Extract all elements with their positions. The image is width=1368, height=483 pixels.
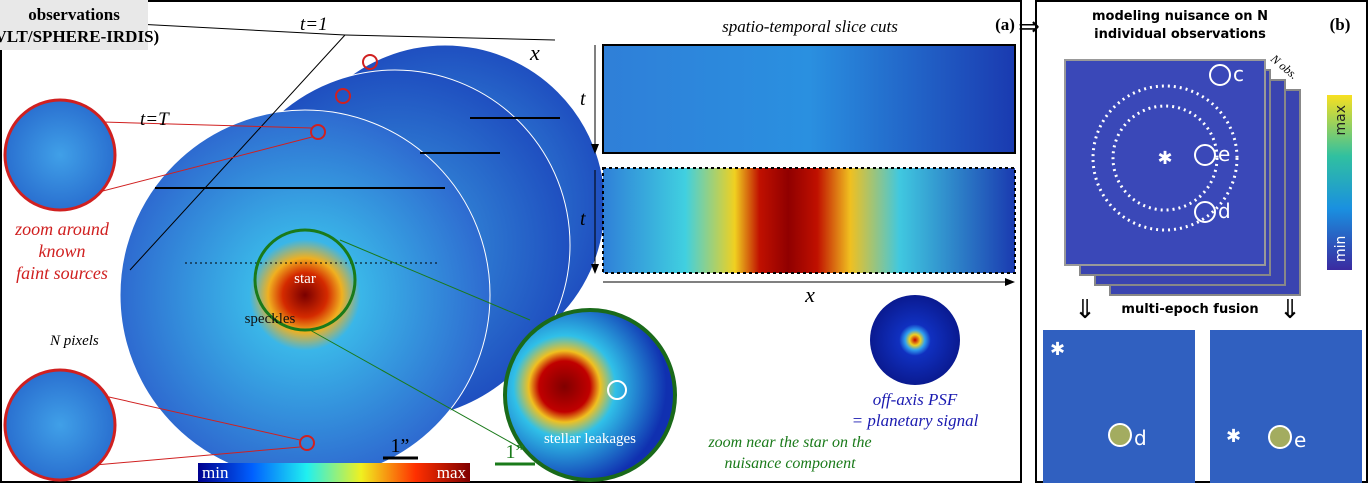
scale-label: 1”	[506, 441, 525, 463]
star-marker: ✱	[1050, 339, 1065, 359]
fused-image	[1210, 330, 1362, 483]
source-label: e	[1294, 428, 1306, 452]
fused-image	[1043, 330, 1195, 483]
psf-label: = planetary signal	[852, 411, 979, 430]
zoom-faint-label: known	[39, 241, 86, 261]
zoom-star-label: nuisance component	[724, 455, 856, 472]
obs-subtitle: (VLT/SPHERE-IRDIS)	[0, 27, 159, 46]
arrow-head	[591, 264, 599, 274]
source-label: d	[1134, 426, 1147, 450]
panel-b-label: (b)	[1330, 15, 1351, 34]
obs-title: observations	[28, 5, 120, 24]
zoom-faint-image	[5, 100, 115, 210]
t-label: t	[580, 88, 586, 110]
star-label: star	[294, 271, 316, 287]
source-label: d	[1218, 199, 1231, 223]
zoom-star-label: zoom near the star on the	[707, 434, 871, 451]
source-label: c	[1233, 62, 1244, 86]
colorbar-min: min	[202, 463, 229, 482]
n-obs: N obs.	[1267, 51, 1300, 82]
zoom-faint-image	[5, 370, 115, 480]
colorbar-max: max	[437, 463, 467, 482]
psf-image	[870, 295, 960, 385]
slice-image	[603, 168, 1015, 273]
t-first: t=1	[300, 14, 328, 35]
arrow-head	[1005, 278, 1015, 286]
main-disc	[120, 110, 490, 480]
n-pixels: N pixels	[49, 333, 99, 349]
t-last: t=T	[140, 109, 170, 130]
star-marker: ✱	[1157, 148, 1172, 168]
source-label: e	[1218, 142, 1230, 166]
speckles-label: speckles	[245, 311, 296, 327]
t-label: t	[580, 208, 586, 230]
source-circle	[1269, 426, 1291, 448]
slices-title: spatio-temporal slice cuts	[722, 17, 898, 36]
down-arrow: ⇓	[1279, 295, 1301, 324]
panel-b-title: modeling nuisance on N	[1092, 9, 1268, 24]
slice-image	[603, 45, 1015, 153]
figure: observations (VLT/SPHERE-IRDIS) t=1 t=T …	[0, 0, 1368, 483]
zoom-star-image	[505, 310, 675, 480]
down-arrow: ⇓	[1074, 295, 1096, 324]
colorbar	[198, 463, 470, 482]
scale-label: 1”	[391, 435, 410, 457]
page: {"panel_a": {"label": "(a)", "observatio…	[0, 0, 1368, 483]
zoom-faint-label: zoom around	[14, 219, 110, 239]
source-circle	[1109, 424, 1131, 446]
x-label: x	[529, 40, 540, 65]
panel-a-label: (a)	[995, 15, 1015, 34]
slices-x-label: x	[804, 282, 815, 307]
psf-label: off-axis PSF	[873, 390, 958, 409]
zoom-faint-label: faint sources	[16, 263, 108, 283]
colorbar-min: min	[1333, 236, 1349, 262]
colorbar-max: max	[1333, 105, 1349, 136]
x-axis	[345, 35, 555, 40]
fusion-label: multi-epoch fusion	[1121, 302, 1258, 317]
leakages-label: stellar leakages	[544, 431, 636, 447]
star-marker: ✱	[1226, 426, 1241, 446]
panel-b-title: individual observations	[1094, 27, 1266, 42]
